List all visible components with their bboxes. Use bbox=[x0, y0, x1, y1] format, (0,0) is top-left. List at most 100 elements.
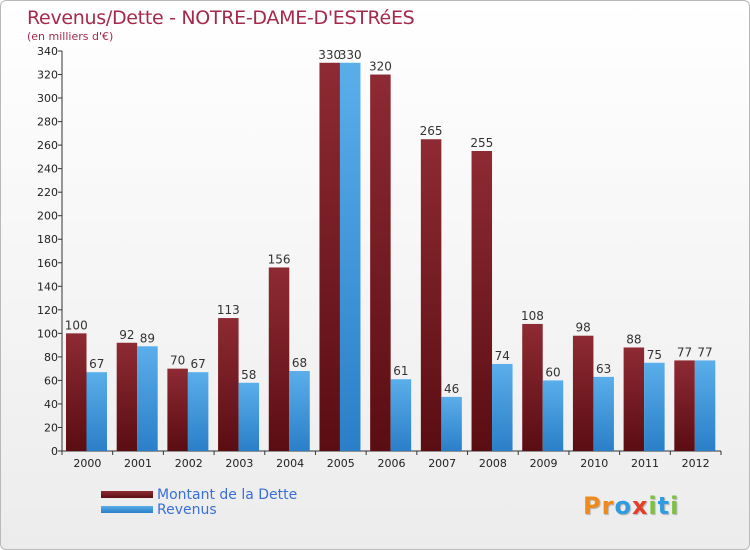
legend: Montant de la Dette Revenus bbox=[101, 486, 298, 518]
legend-swatch-revenue bbox=[101, 506, 153, 513]
legend-label-revenue: Revenus bbox=[157, 501, 217, 518]
proxiti-logo: Proxiti bbox=[583, 492, 679, 520]
bar-debt bbox=[66, 333, 87, 451]
y-tick-label: 300 bbox=[37, 92, 58, 105]
data-label-debt: 98 bbox=[576, 321, 591, 335]
legend-item-debt: Montant de la Dette bbox=[101, 486, 298, 503]
bars bbox=[66, 62, 716, 451]
y-tick-label: 80 bbox=[44, 351, 58, 364]
legend-item-revenue: Revenus bbox=[101, 501, 297, 518]
bar-revenue bbox=[238, 382, 260, 451]
data-label-revenue: 68 bbox=[292, 356, 307, 370]
data-label-revenue: 63 bbox=[596, 362, 611, 376]
x-tick-label: 2003 bbox=[225, 457, 253, 470]
x-tick-label: 2006 bbox=[378, 457, 406, 470]
bar-revenue bbox=[86, 372, 107, 451]
bar-debt bbox=[116, 342, 138, 451]
bar-debt bbox=[319, 62, 340, 451]
x-tick-label: 2001 bbox=[124, 457, 152, 470]
y-tick-label: 0 bbox=[51, 445, 58, 458]
logo-letter: i bbox=[648, 492, 658, 520]
data-label-debt: 320 bbox=[369, 60, 392, 74]
data-label-revenue: 60 bbox=[545, 365, 560, 379]
x-tick-label: 2004 bbox=[276, 457, 304, 470]
y-tick-label: 120 bbox=[37, 304, 58, 317]
bar-debt bbox=[167, 368, 188, 451]
y-tick-label: 40 bbox=[44, 398, 58, 411]
x-tick-label: 2000 bbox=[73, 457, 101, 470]
logo-letter: o bbox=[614, 492, 632, 520]
y-tick-label: 340 bbox=[37, 45, 58, 58]
bar-revenue bbox=[694, 360, 716, 451]
y-tick-label: 260 bbox=[37, 139, 58, 152]
data-label-debt: 70 bbox=[170, 354, 185, 368]
data-label-revenue: 89 bbox=[140, 331, 155, 345]
y-tick-label: 60 bbox=[44, 374, 58, 387]
bar-debt bbox=[370, 74, 391, 451]
data-label-debt: 255 bbox=[470, 136, 493, 150]
bar-revenue bbox=[137, 346, 158, 451]
data-label-revenue: 67 bbox=[89, 357, 104, 371]
y-tick-label: 320 bbox=[37, 69, 58, 82]
bar-revenue bbox=[187, 372, 209, 451]
x-tick-label: 2009 bbox=[530, 457, 558, 470]
data-label-debt: 113 bbox=[217, 303, 240, 317]
data-label-revenue: 75 bbox=[647, 348, 662, 362]
data-label-debt: 330 bbox=[318, 48, 341, 62]
bar-revenue bbox=[492, 363, 513, 451]
bar-revenue bbox=[390, 379, 412, 451]
data-label-debt: 77 bbox=[677, 345, 692, 359]
x-tick-label: 2010 bbox=[580, 457, 608, 470]
bar-revenue bbox=[644, 362, 665, 451]
y-tick-label: 200 bbox=[37, 210, 58, 223]
data-label-revenue: 67 bbox=[190, 357, 205, 371]
logo-letter: P bbox=[583, 492, 602, 520]
chart-title: Revenus/Dette - NOTRE-DAME-D'ESTRéES bbox=[27, 7, 415, 29]
logo-letter: t bbox=[657, 492, 671, 520]
data-label-debt: 265 bbox=[420, 124, 443, 138]
logo-letter: r bbox=[601, 492, 615, 520]
bar-debt bbox=[572, 335, 594, 451]
data-label-revenue: 330 bbox=[339, 48, 362, 62]
bar-debt bbox=[471, 151, 493, 451]
data-label-debt: 156 bbox=[268, 252, 291, 266]
bar-debt bbox=[522, 323, 543, 451]
bar-debt bbox=[420, 139, 442, 451]
x-tick-label: 2011 bbox=[631, 457, 659, 470]
x-tick-label: 2008 bbox=[479, 457, 507, 470]
logo-letter: i bbox=[670, 492, 680, 520]
x-tick-label: 2002 bbox=[175, 457, 203, 470]
bar-revenue bbox=[441, 396, 462, 451]
bar-revenue bbox=[339, 62, 361, 451]
chart-subtitle: (en milliers d'€) bbox=[27, 30, 114, 43]
data-label-revenue: 74 bbox=[495, 349, 510, 363]
x-tick-label: 2005 bbox=[327, 457, 355, 470]
data-label-revenue: 46 bbox=[444, 382, 459, 396]
data-label-revenue: 58 bbox=[241, 368, 256, 382]
y-tick-label: 100 bbox=[37, 327, 58, 340]
legend-swatch-debt bbox=[101, 491, 153, 498]
y-tick-label: 160 bbox=[37, 257, 58, 270]
bar-debt bbox=[218, 318, 239, 451]
bar-debt bbox=[623, 347, 645, 451]
y-tick-label: 280 bbox=[37, 116, 58, 129]
bar-revenue bbox=[542, 380, 564, 451]
legend-label-debt: Montant de la Dette bbox=[157, 486, 298, 503]
bar-debt bbox=[674, 360, 695, 451]
data-label-debt: 92 bbox=[119, 328, 134, 342]
data-label-debt: 88 bbox=[626, 332, 641, 346]
data-label-revenue: 77 bbox=[697, 345, 712, 359]
bar-revenue bbox=[593, 376, 614, 451]
bar-debt bbox=[268, 267, 290, 451]
logo-letter: x bbox=[631, 492, 649, 520]
y-tick-label: 140 bbox=[37, 280, 58, 293]
y-tick-label: 240 bbox=[37, 163, 58, 176]
y-tick-label: 180 bbox=[37, 233, 58, 246]
x-tick-label: 2012 bbox=[682, 457, 710, 470]
y-tick-label: 220 bbox=[37, 186, 58, 199]
data-label-debt: 100 bbox=[65, 318, 88, 332]
x-tick-label: 2007 bbox=[428, 457, 456, 470]
